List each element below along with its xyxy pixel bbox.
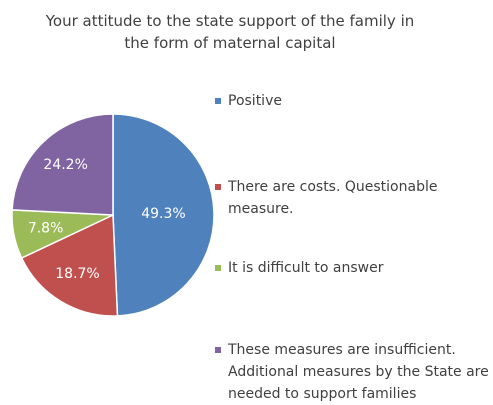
- pie-slice: [11, 113, 114, 216]
- legend-swatch: [215, 184, 221, 190]
- pie-slice: [112, 113, 215, 317]
- data-label: 49.3%: [141, 206, 185, 222]
- legend-label: It is difficult to answer: [228, 260, 384, 276]
- legend-swatch: [215, 265, 221, 271]
- data-label: 7.8%: [28, 220, 64, 236]
- legend-swatch: [215, 347, 221, 353]
- legend-swatch: [215, 98, 221, 104]
- legend-label: There are costs. Questionable measure.: [228, 179, 438, 217]
- legend-label: Positive: [228, 93, 282, 109]
- pie-slice: [20, 213, 119, 317]
- data-label: 24.2%: [43, 157, 87, 173]
- legend-label: These measures are insufficient. Additio…: [228, 342, 489, 402]
- data-label: 18.7%: [55, 266, 99, 282]
- chart-title: Your attitude to the state support of th…: [45, 12, 415, 52]
